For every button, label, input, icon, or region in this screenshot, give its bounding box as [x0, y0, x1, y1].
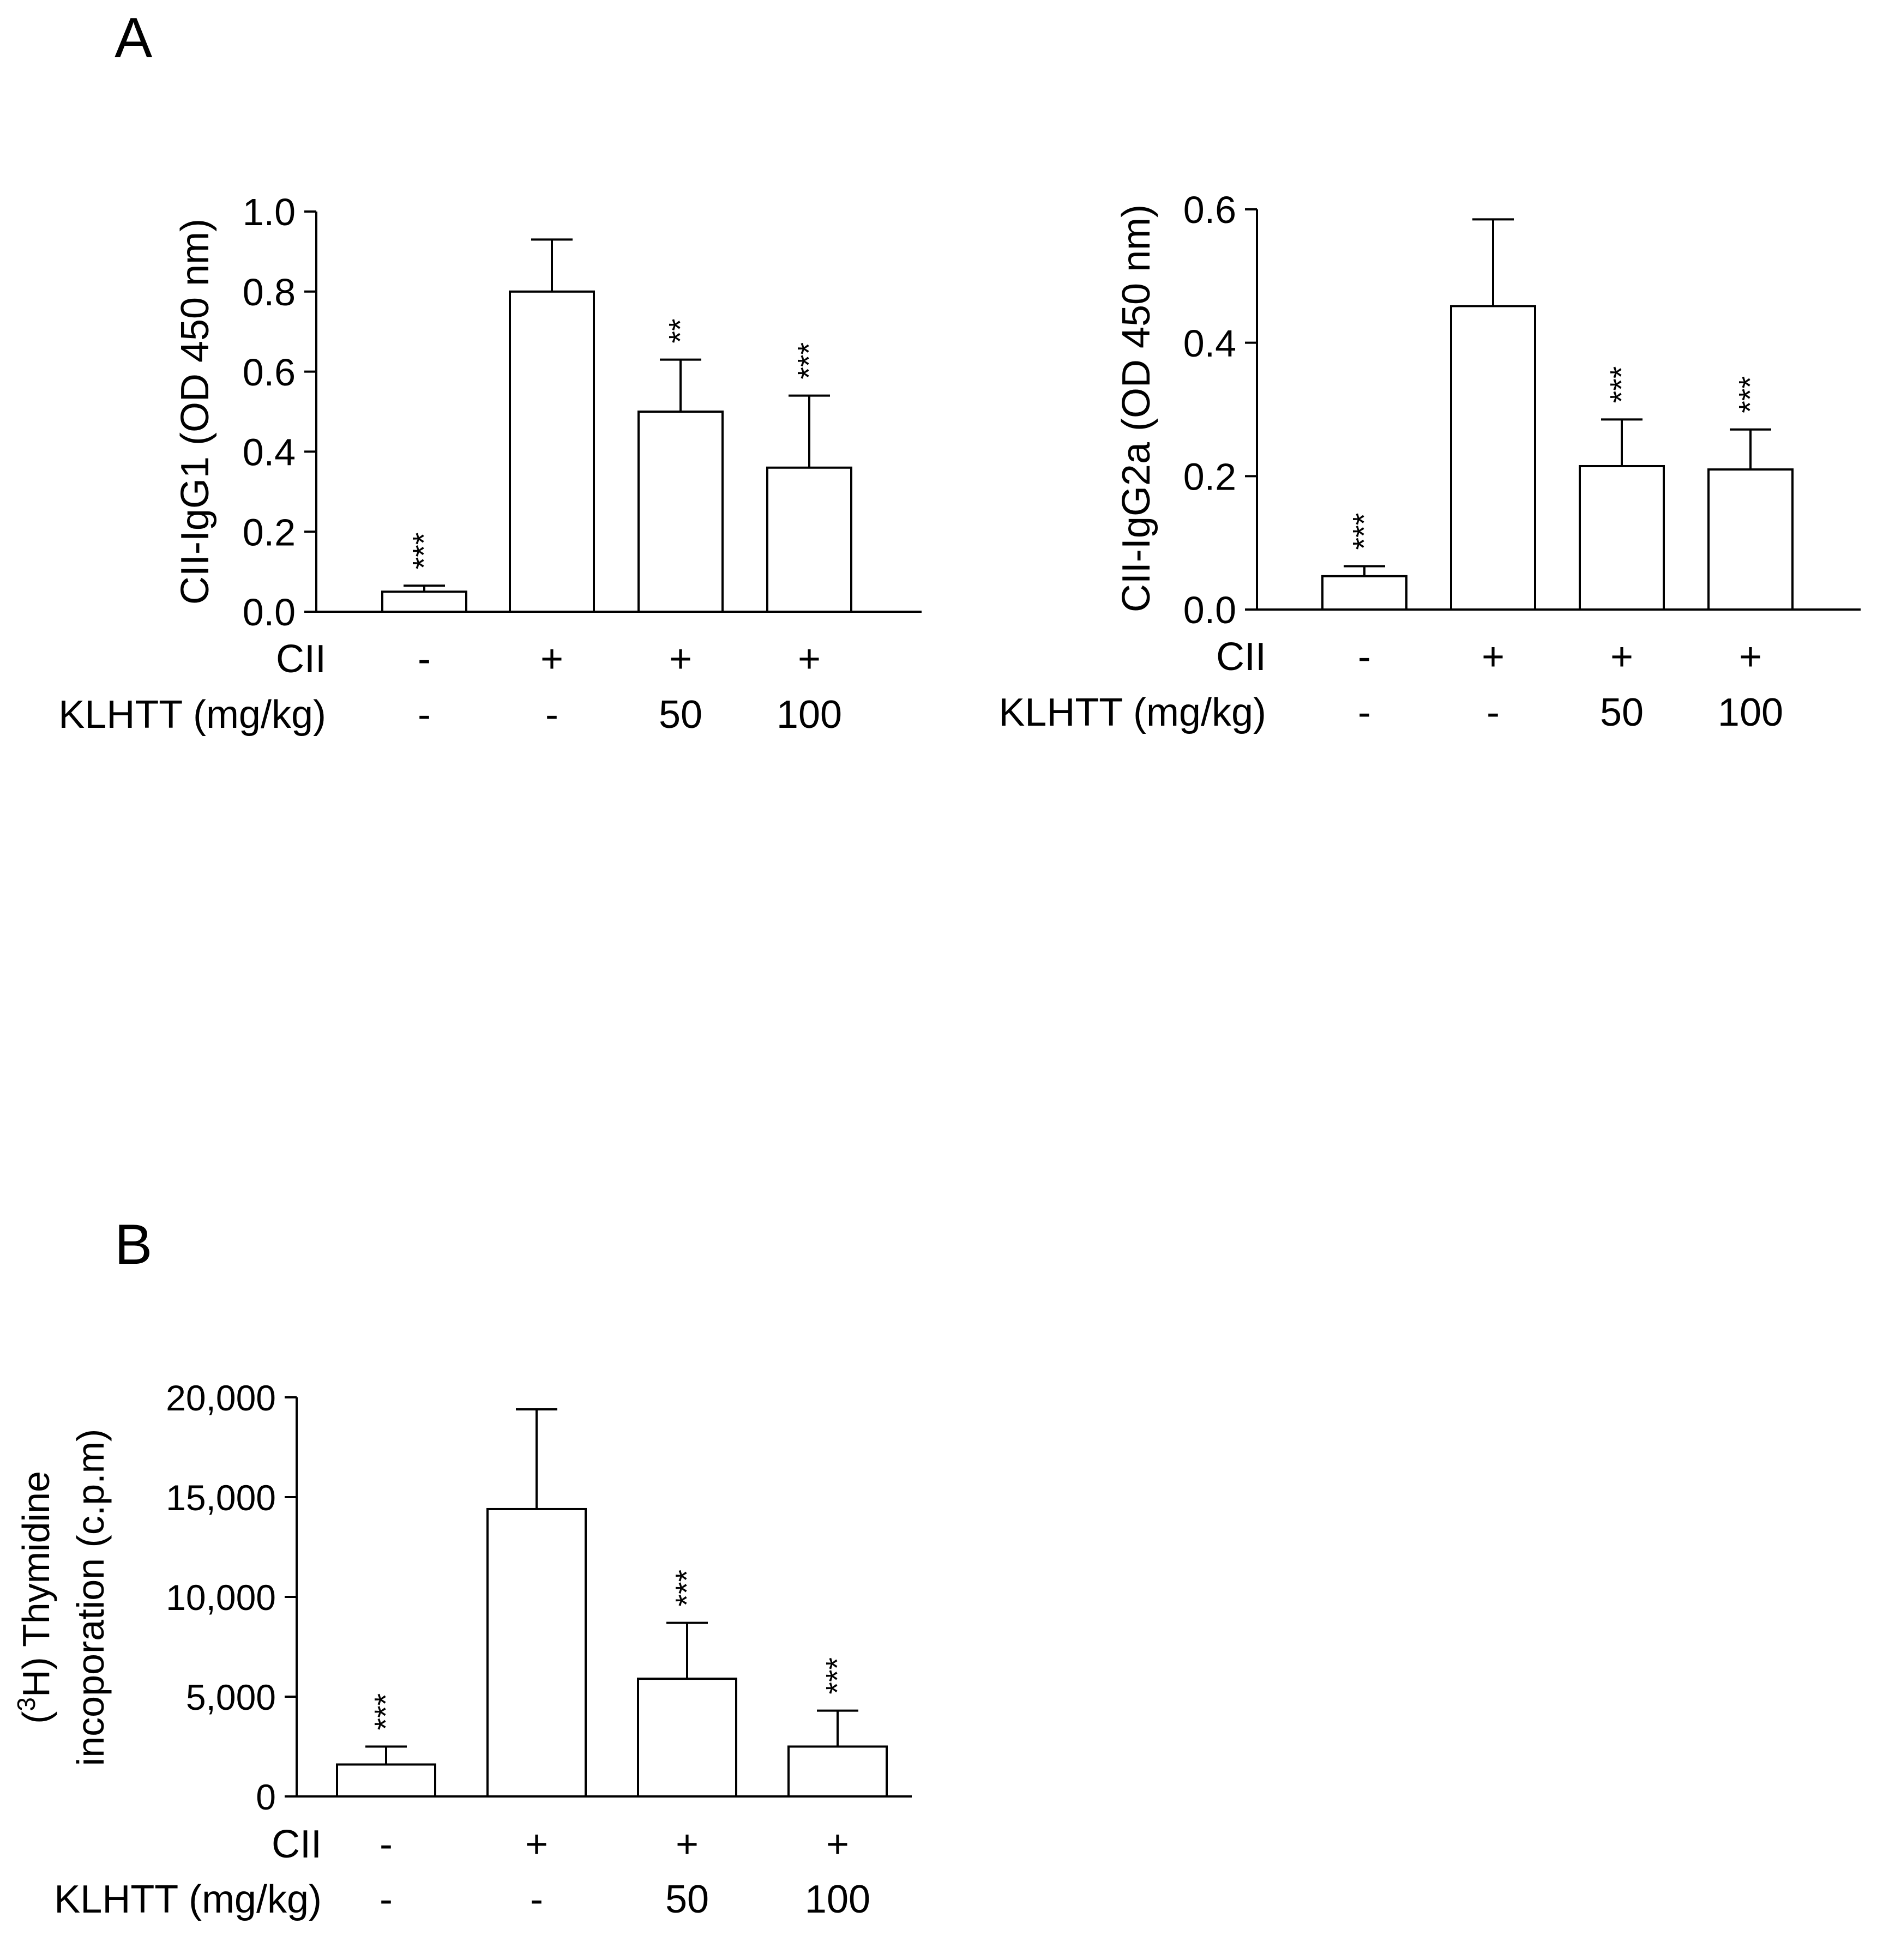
condition-cell: +: [798, 637, 821, 681]
condition-cell: +: [1739, 635, 1762, 679]
condition-cell: 100: [777, 693, 842, 737]
bar: [766, 466, 852, 613]
y-axis-label-line2: incoporation (c.p.m): [69, 1429, 112, 1766]
condition-cell: +: [669, 637, 692, 681]
y-tick-label: 15,000: [166, 1477, 276, 1518]
panel-label-b: B: [115, 1213, 152, 1276]
condition-cell: 50: [659, 693, 702, 737]
significance-marker: **: [663, 318, 699, 343]
y-tick-label: 10,000: [166, 1577, 276, 1618]
bar: [1450, 305, 1536, 611]
bar: [637, 1678, 737, 1798]
bar: [336, 1763, 436, 1798]
chart-igg2a: 0.0 0.2 0.4 0.6 CII-IgG2a (OD 450 nm) *** *** *…: [998, 189, 1861, 734]
y-tick-label: 1.0: [243, 191, 296, 233]
condition-cell: -: [1487, 691, 1500, 734]
bar: [787, 1745, 888, 1798]
condition-cell: +: [676, 1823, 699, 1866]
condition-cell: +: [525, 1823, 548, 1866]
condition-cell: -: [545, 693, 558, 737]
y-tick-label: 0.2: [1183, 456, 1236, 498]
condition-cell: 50: [665, 1878, 709, 1921]
chart-thymidine: 0 5,000 10,000 15,000 20,000 (3H) Thymidine in…: [12, 1378, 912, 1921]
bar: [1579, 465, 1665, 611]
y-tick-label: 0.6: [1183, 189, 1236, 231]
significance-marker: ***: [1347, 513, 1382, 550]
significance-marker: ***: [670, 1570, 705, 1607]
condition-row-label: CII: [276, 637, 326, 681]
condition-cell: 100: [805, 1878, 870, 1921]
y-tick-label: 20,000: [166, 1378, 276, 1418]
condition-cell: -: [418, 637, 431, 681]
significance-marker: ***: [792, 342, 827, 379]
significance-marker: ***: [820, 1657, 856, 1694]
condition-row-label: CII: [1216, 635, 1266, 679]
bar: [1707, 468, 1794, 611]
y-axis-label: CII-IgG2a (OD 450 nm): [1115, 204, 1158, 612]
y-tick-label: 5,000: [186, 1677, 276, 1717]
y-tick-label: 0.2: [243, 511, 296, 553]
y-tick-label: 0.0: [1183, 589, 1236, 631]
significance-marker: ***: [1733, 376, 1768, 413]
y-axis-label: CII-IgG1 (OD 450 nm): [173, 219, 217, 605]
condition-row-label: CII: [272, 1823, 322, 1866]
bar: [1321, 575, 1407, 611]
y-axis-label-line1: (3H) Thymidine: [12, 1471, 57, 1724]
significance-marker: ***: [407, 533, 442, 570]
condition-row-label: KLHTT (mg/kg): [54, 1878, 322, 1921]
condition-cell: -: [1358, 635, 1371, 679]
condition-cell: +: [540, 637, 563, 681]
condition-row-label: KLHTT (mg/kg): [58, 693, 326, 737]
y-label-text: H) Thymidine: [15, 1471, 57, 1697]
y-label-superscript: 3: [12, 1697, 40, 1711]
condition-cell: -: [380, 1878, 393, 1921]
significance-marker: ***: [369, 1693, 404, 1730]
y-tick-label: 0.6: [243, 351, 296, 394]
bar: [486, 1507, 587, 1798]
condition-cell: 50: [1600, 691, 1644, 734]
condition-cell: +: [1482, 635, 1505, 679]
condition-cell: +: [826, 1823, 849, 1866]
condition-cell: -: [530, 1878, 543, 1921]
chart-igg1: 0.0 0.2 0.4 0.6 0.8 1.0 CII-IgG1 (OD 450 nm) **…: [58, 191, 922, 737]
condition-row-label: KLHTT (mg/kg): [998, 691, 1266, 734]
significance-marker: ***: [1604, 366, 1640, 403]
bar: [637, 411, 724, 613]
y-tick-label: 0.8: [243, 271, 296, 313]
condition-cell: +: [1610, 635, 1633, 679]
bar: [509, 290, 595, 613]
condition-cell: 100: [1718, 691, 1783, 734]
panel-label-a: A: [115, 7, 153, 70]
condition-cell: -: [1358, 691, 1371, 734]
y-label-paren: (: [15, 1711, 57, 1724]
y-tick-label: 0: [256, 1777, 276, 1817]
y-tick-label: 0.0: [243, 591, 296, 634]
y-tick-label: 0.4: [243, 431, 296, 474]
condition-cell: -: [418, 693, 431, 737]
y-tick-label: 0.4: [1183, 322, 1236, 365]
bar: [381, 590, 467, 613]
condition-cell: -: [380, 1823, 393, 1866]
